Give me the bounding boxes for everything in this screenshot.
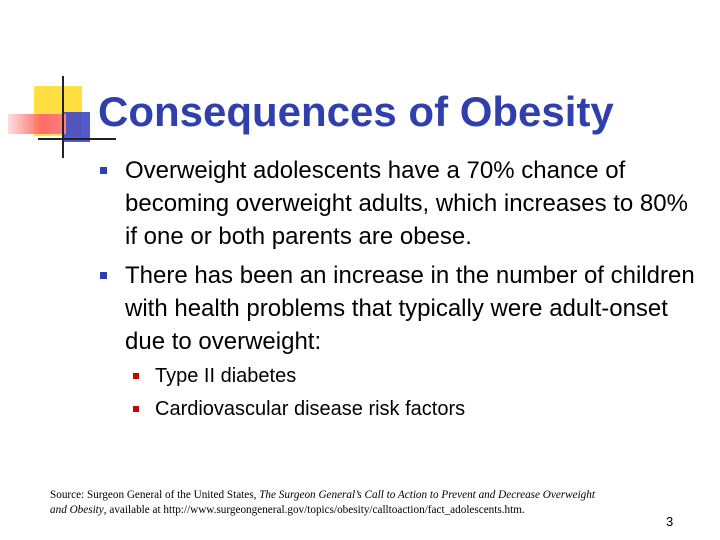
sub-bullet-list: Type II diabetes Cardiovascular disease … <box>125 360 698 426</box>
sub-bullet-item: Cardiovascular disease risk factors <box>125 393 698 426</box>
bullet-text: There has been an increase in the number… <box>125 262 695 355</box>
source-title-part1: The Surgeon General’s Call to Action to … <box>259 489 595 501</box>
source-suffix: , available at http://www.surgeongeneral… <box>103 504 525 516</box>
logo-red-bar <box>8 114 66 134</box>
sub-bullet-text: Type II diabetes <box>155 365 297 387</box>
logo-blue-square <box>64 112 90 142</box>
slide-title: Consequences of Obesity <box>98 88 614 135</box>
source-prefix: Source: Surgeon General of the United St… <box>50 489 260 501</box>
sub-bullet-square-icon <box>133 373 139 379</box>
bullet-item: There has been an increase in the number… <box>98 259 698 426</box>
source-title-part2: and Obesity <box>50 504 104 516</box>
logo-vertical-line <box>62 76 64 158</box>
bullet-square-icon <box>100 272 107 279</box>
source-citation: Source: Surgeon General of the United St… <box>50 488 650 518</box>
page-number: 3 <box>666 514 674 529</box>
bullet-square-icon <box>100 167 107 174</box>
bullet-list: Overweight adolescents have a 70% chance… <box>98 154 698 432</box>
logo-horizontal-line <box>38 138 116 140</box>
bullet-text: Overweight adolescents have a 70% chance… <box>125 157 688 250</box>
bullet-item: Overweight adolescents have a 70% chance… <box>98 154 698 253</box>
sub-bullet-square-icon <box>133 406 139 412</box>
sub-bullet-item: Type II diabetes <box>125 360 698 393</box>
sub-bullet-text: Cardiovascular disease risk factors <box>155 398 466 420</box>
